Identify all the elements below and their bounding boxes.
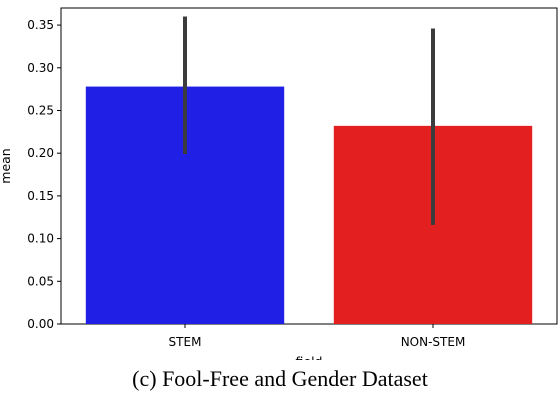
y-tick-label: 0.15	[27, 189, 54, 203]
y-axis: 0.00 0.05 0.10 0.15 0.20 0.25 0.30 0.35	[27, 18, 61, 331]
y-tick-label: 0.10	[27, 232, 54, 246]
y-tick-label: 0.05	[27, 274, 54, 288]
x-tick-label: STEM	[169, 335, 202, 349]
bar-chart: 0.00 0.05 0.10 0.15 0.20 0.25 0.30 0.35 STEM NON…	[0, 7, 558, 360]
figure-caption: (c) Fool-Free and Gender Dataset	[132, 366, 428, 391]
x-axis: STEM NON-STEM	[169, 324, 466, 349]
error-bars	[183, 16, 435, 225]
y-axis-label: mean	[0, 148, 13, 183]
y-tick-label: 0.20	[27, 146, 54, 160]
x-axis-label: field	[296, 354, 323, 360]
y-tick-label: 0.35	[27, 18, 54, 32]
y-tick-label: 0.30	[27, 61, 54, 75]
x-tick-label: NON-STEM	[401, 335, 466, 349]
y-tick-label: 0.00	[27, 317, 54, 331]
y-tick-label: 0.25	[27, 103, 54, 117]
